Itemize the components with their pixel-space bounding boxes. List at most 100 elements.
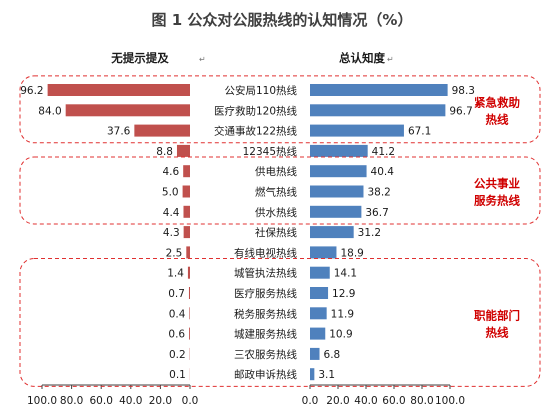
unaided-bar [186, 246, 190, 259]
unaided-value-label: 0.1 [169, 369, 186, 381]
total-tick-label: 100.0 [435, 395, 465, 407]
total-value-label: 38.2 [367, 187, 390, 199]
total-bar [310, 165, 367, 178]
unaided-bar [176, 144, 190, 157]
unaided-panel-title: 无提示提及 [110, 51, 169, 65]
total-tick-label: 80.0 [410, 395, 433, 407]
category-label: 交通事故122热线 [214, 125, 298, 138]
category-label: 医疗救助120热线 [214, 104, 298, 117]
unaided-bar [183, 165, 190, 178]
unaided-bar [47, 84, 191, 96]
unaided-tick-label: 20.0 [149, 395, 172, 407]
total-value-label: 40.4 [371, 166, 395, 178]
unaided-value-label: 0.2 [169, 349, 186, 361]
total-tick-label: 0.0 [302, 395, 319, 407]
total-bar [310, 226, 354, 239]
total-bar [310, 104, 446, 117]
total-value-label: 11.9 [331, 308, 354, 320]
total-value-label: 3.1 [318, 369, 335, 381]
total-value-label: 41.2 [372, 146, 395, 158]
total-bar [310, 327, 326, 340]
unaided-tick-label: 0.0 [182, 395, 199, 407]
unaided-value-label: 4.3 [163, 227, 180, 239]
unaided-value-label: 0.7 [168, 288, 185, 300]
group-box [19, 75, 541, 144]
total-bar [310, 368, 315, 381]
total-bar [310, 266, 330, 279]
total-value-label: 98.3 [452, 85, 475, 97]
group-label: 公共事业 [474, 177, 520, 191]
total-value-label: 12.9 [332, 288, 355, 300]
group-label: 职能部门 [474, 308, 520, 322]
unaided-value-label: 2.5 [166, 247, 183, 259]
total-bar [310, 205, 362, 218]
unaided-value-label: 5.0 [162, 187, 179, 199]
total-tick-label: 40.0 [354, 395, 377, 407]
total-value-label: 18.9 [340, 247, 363, 259]
category-label: 三农服务热线 [234, 348, 297, 361]
category-label: 燃气热线 [255, 186, 297, 199]
unaided-value-label: 8.8 [156, 146, 173, 158]
unaided-bar [189, 327, 190, 340]
unaided-bar [182, 185, 190, 198]
category-label: 税务服务热线 [234, 307, 297, 320]
category-label: 供电热线 [255, 165, 297, 178]
total-bar [310, 347, 320, 360]
group-label: 服务热线 [474, 194, 520, 208]
unaided-value-label: 4.6 [162, 166, 179, 178]
unaided-value-label: 37.6 [107, 126, 131, 138]
category-label: 邮政申诉热线 [234, 368, 297, 381]
total-value-label: 10.9 [329, 329, 352, 341]
unaided-tick-label: 40.0 [119, 395, 142, 407]
category-label: 医疗服务热线 [234, 287, 297, 300]
unaided-bar [183, 226, 190, 239]
unaided-bar [189, 307, 190, 320]
unaided-tick-label: 100.0 [27, 395, 57, 407]
category-label: 城管执法热线 [234, 267, 297, 280]
total-value-label: 36.7 [365, 207, 388, 219]
category-label: 有线电视热线 [234, 246, 297, 259]
total-value-label: 67.1 [408, 126, 431, 138]
return-mark: ↵ [199, 55, 206, 64]
category-label: 社保热线 [255, 226, 297, 239]
total-value-label: 96.7 [449, 105, 472, 117]
total-tick-label: 60.0 [382, 395, 405, 407]
unaided-value-label: 84.0 [38, 105, 61, 117]
unaided-bar [188, 287, 190, 299]
total-bar [310, 307, 327, 320]
total-bar [310, 246, 337, 259]
total-bar [310, 84, 448, 96]
category-label: 公安局110热线 [224, 84, 297, 97]
total-tick-label: 20.0 [326, 395, 349, 407]
return-mark: ↵ [387, 55, 394, 64]
unaided-tick-label: 80.0 [60, 395, 83, 407]
group-label: 紧急救助 [474, 95, 520, 109]
group-box [19, 258, 541, 387]
total-value-label: 14.1 [334, 268, 357, 280]
total-bar [310, 124, 404, 137]
category-label: 城建服务热线 [234, 328, 297, 341]
unaided-value-label: 1.4 [167, 268, 184, 280]
total-value-label: 6.8 [324, 349, 341, 361]
unaided-value-label: 0.4 [169, 308, 186, 320]
total-value-label: 31.2 [358, 227, 381, 239]
unaided-bar [134, 124, 190, 137]
unaided-value-label: 96.2 [20, 85, 43, 97]
total-bar [310, 287, 329, 299]
total-bar [310, 144, 368, 157]
chart-title: 图 1 公众对公服热线的认知情况（%） [152, 11, 413, 29]
unaided-value-label: 0.6 [168, 329, 185, 341]
unaided-bar [183, 205, 190, 218]
unaided-tick-label: 60.0 [90, 395, 113, 407]
group-label: 热线 [486, 112, 509, 126]
total-panel-title: 总认知度 [339, 51, 385, 65]
unaided-bar [187, 266, 190, 279]
unaided-value-label: 4.4 [163, 207, 180, 219]
group-label: 热线 [486, 325, 509, 339]
group-box [19, 156, 541, 225]
chart-marks: 96.2 98.3 公安局110热线 84.0 96.7 医疗救助120热线 37.6 67.… [19, 75, 541, 407]
unaided-bar [65, 104, 190, 117]
category-label: 12345热线 [243, 145, 298, 158]
category-label: 供水热线 [255, 206, 297, 219]
